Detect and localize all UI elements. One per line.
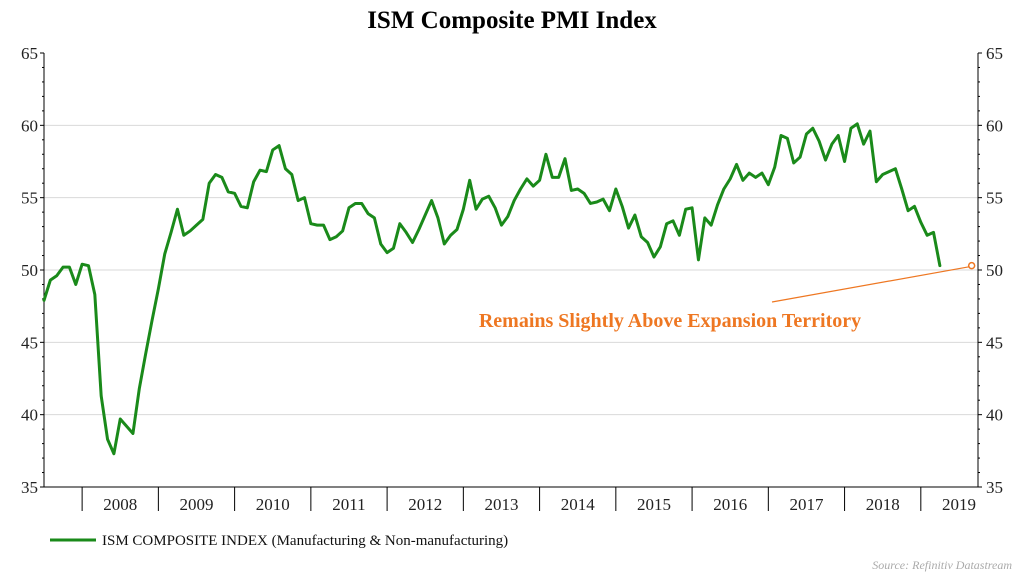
x-tick-label: 2009 bbox=[179, 495, 213, 514]
y-tick-label-left: 60 bbox=[21, 116, 38, 135]
annotation-marker bbox=[967, 261, 976, 270]
x-tick-label: 2008 bbox=[103, 495, 137, 514]
x-tick-label: 2017 bbox=[789, 495, 824, 514]
y-tick-label-right: 50 bbox=[986, 261, 1003, 280]
x-tick-label: 2015 bbox=[637, 495, 671, 514]
y-tick-label-left: 50 bbox=[21, 261, 38, 280]
y-tick-label-right: 65 bbox=[986, 44, 1003, 63]
x-tick-label: 2019 bbox=[942, 495, 976, 514]
x-tick-label: 2010 bbox=[256, 495, 290, 514]
y-tick-label-right: 60 bbox=[986, 116, 1003, 135]
x-tick-label: 2012 bbox=[408, 495, 442, 514]
y-tick-label-left: 40 bbox=[21, 406, 38, 425]
y-tick-label-left: 35 bbox=[21, 478, 38, 497]
y-tick-label-right: 40 bbox=[986, 406, 1003, 425]
gridlines bbox=[44, 124, 978, 416]
y-tick-label-right: 45 bbox=[986, 333, 1003, 352]
x-tick-label: 2013 bbox=[484, 495, 518, 514]
legend-label: ISM COMPOSITE INDEX (Manufacturing & Non… bbox=[102, 533, 508, 549]
x-axis: 2008 2009 2010 2011 2012 2013 2014 2015 2016 2017… bbox=[81, 487, 976, 514]
series-line-ism-composite bbox=[42, 122, 942, 456]
y-tick-label-right: 35 bbox=[986, 478, 1003, 497]
y-tick-label-left: 45 bbox=[21, 333, 38, 352]
y-axis-left: 35 40 45 50 55 60 65 bbox=[21, 44, 44, 497]
x-tick-label: 2014 bbox=[561, 495, 596, 514]
legend: ISM COMPOSITE INDEX (Manufacturing & Non… bbox=[50, 533, 508, 549]
x-tick-label: 2016 bbox=[713, 495, 747, 514]
y-axis-right: 35 40 45 50 55 60 65 bbox=[978, 44, 1003, 497]
x-tick-label: 2011 bbox=[332, 495, 365, 514]
annotation-text: Remains Slightly Above Expansion Territo… bbox=[479, 310, 861, 332]
y-tick-label-left: 65 bbox=[21, 44, 38, 63]
x-tick-label: 2018 bbox=[866, 495, 900, 514]
annotation-pointer-line bbox=[771, 266, 970, 303]
chart-title: ISM Composite PMI Index bbox=[367, 7, 657, 34]
y-tick-label-left: 55 bbox=[21, 189, 38, 208]
y-tick-label-right: 55 bbox=[986, 189, 1003, 208]
source-note: Source: Refinitiv Datastream bbox=[872, 558, 1012, 572]
